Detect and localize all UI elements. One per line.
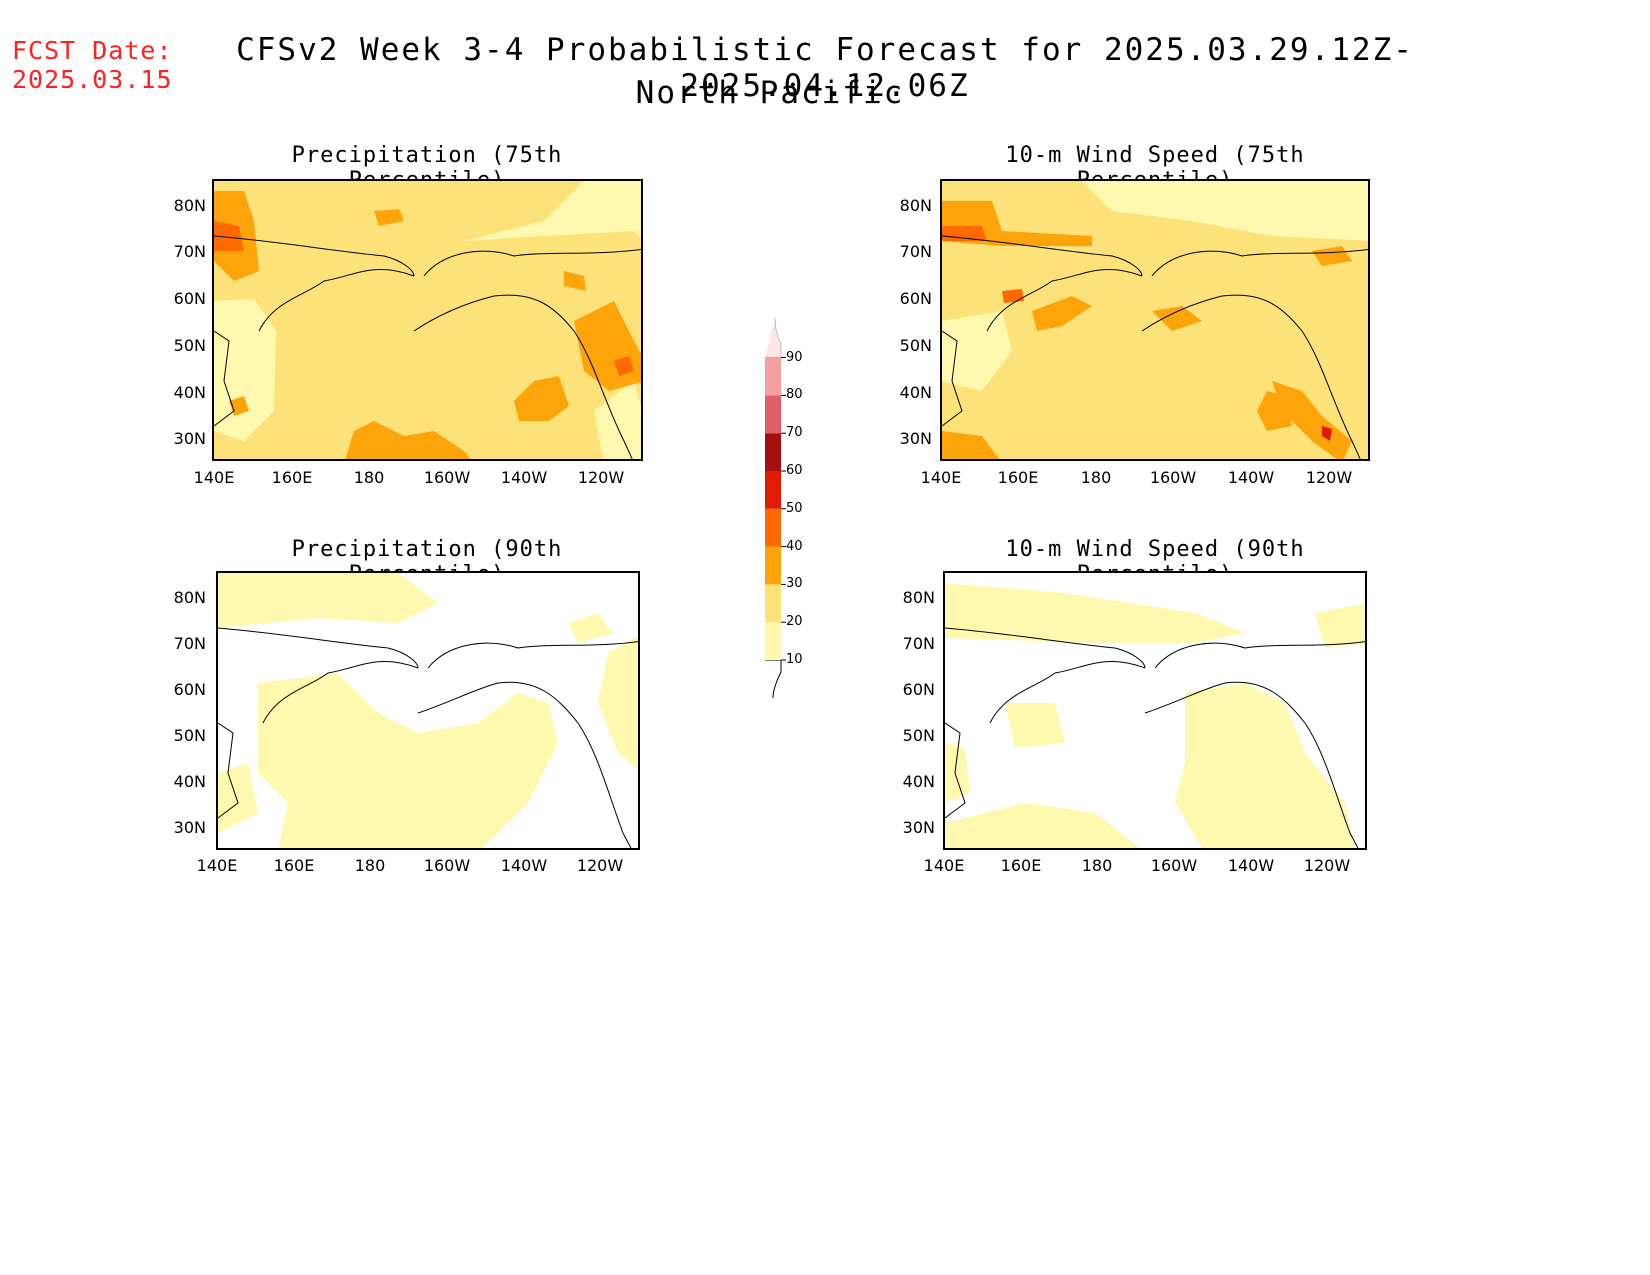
lon-label: 140E [923, 856, 965, 875]
lat-label: 70N [173, 242, 206, 261]
map-precip-75 [212, 179, 643, 461]
colorbar-swatch [765, 471, 781, 509]
lon-label: 160E [273, 856, 315, 875]
lon-label: 160W [423, 468, 471, 487]
lon-label: 180 [354, 856, 386, 875]
lat-label: 40N [899, 383, 932, 402]
lat-label: 60N [899, 289, 932, 308]
lat-label: 50N [902, 726, 935, 745]
lon-label: 180 [1080, 468, 1112, 487]
lon-label: 120W [1305, 468, 1353, 487]
lon-label: 140W [500, 856, 548, 875]
region-title: North Pacific [635, 75, 905, 111]
lat-label: 80N [899, 196, 932, 215]
lon-label: 140E [193, 468, 235, 487]
lat-label: 30N [902, 818, 935, 837]
lat-label: 70N [899, 242, 932, 261]
colorbar-label: 90 [786, 349, 803, 365]
lat-label: 40N [902, 772, 935, 791]
colorbar-tail [765, 659, 782, 699]
lon-label: 140E [920, 468, 962, 487]
fcst-date-label: FCST Date: [12, 36, 173, 65]
fcst-date: FCST Date: 2025.03.15 [12, 36, 173, 94]
lon-label: 160E [271, 468, 313, 487]
lat-label: 30N [899, 429, 932, 448]
lon-label: 140W [1227, 856, 1275, 875]
colorbar-swatch [765, 584, 781, 623]
lat-label: 80N [173, 196, 206, 215]
lat-label: 40N [173, 772, 206, 791]
lon-label: 140E [196, 856, 238, 875]
colorbar-label: 40 [786, 538, 803, 554]
lon-label: 160E [997, 468, 1039, 487]
lon-label: 140W [1227, 468, 1275, 487]
colorbar-swatch [765, 508, 781, 547]
colorbar-label: 70 [786, 425, 803, 441]
lon-label: 120W [576, 856, 624, 875]
map-precip-90 [216, 571, 640, 850]
lat-label: 30N [173, 818, 206, 837]
colorbar-swatch [765, 622, 781, 660]
lon-label: 160W [1150, 856, 1198, 875]
colorbar-label: 20 [786, 614, 803, 630]
colorbar-label: 50 [786, 500, 803, 516]
fcst-date-value: 2025.03.15 [12, 65, 173, 94]
colorbar-swatch [765, 357, 781, 396]
lon-label: 160W [423, 856, 471, 875]
page-title: CFSv2 Week 3-4 Probabilistic Forecast fo… [236, 32, 1414, 104]
lat-label: 70N [173, 634, 206, 653]
lon-label: 160E [1000, 856, 1042, 875]
map-wind-90 [943, 571, 1367, 850]
lat-label: 70N [902, 634, 935, 653]
lon-label: 120W [1303, 856, 1351, 875]
colorbar-swatch [765, 395, 781, 434]
lat-label: 50N [173, 726, 206, 745]
lat-label: 80N [173, 588, 206, 607]
colorbar-label: 10 [786, 652, 803, 667]
colorbar-label: 80 [786, 387, 803, 403]
lat-label: 50N [899, 336, 932, 355]
lat-label: 60N [173, 680, 206, 699]
colorbar-graphic [765, 317, 786, 699]
map-wind-75 [940, 179, 1370, 461]
lon-label: 140W [500, 468, 548, 487]
lon-label: 120W [577, 468, 625, 487]
lon-label: 180 [1081, 856, 1113, 875]
colorbar-label: 30 [786, 576, 803, 592]
colorbar-label: 60 [786, 463, 803, 478]
lat-label: 30N [173, 429, 206, 448]
lon-label: 180 [353, 468, 385, 487]
colorbar-swatch [765, 433, 781, 471]
lat-label: 60N [902, 680, 935, 699]
lon-label: 160W [1149, 468, 1197, 487]
colorbar-swatch [765, 546, 781, 585]
lat-label: 80N [902, 588, 935, 607]
colorbar-tip [765, 317, 782, 358]
lat-label: 40N [173, 383, 206, 402]
lat-label: 50N [173, 336, 206, 355]
lat-label: 60N [173, 289, 206, 308]
